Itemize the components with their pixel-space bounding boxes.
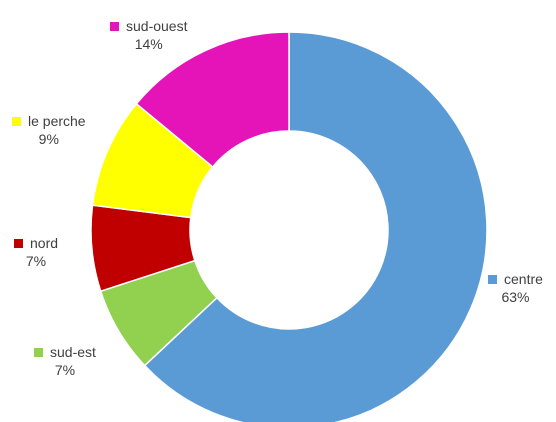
category-label-sud-est: sud-est	[50, 344, 96, 360]
percent-label-centre: 63%	[501, 289, 530, 305]
legend-swatch-centre	[488, 274, 497, 284]
slice-sud-ouest	[135, 31, 290, 168]
slice-label-sud-est: sud-est 7%	[34, 343, 96, 379]
slice-label-le-perche: le perche 9%	[12, 112, 86, 148]
legend-swatch-le-perche	[12, 116, 21, 126]
slice-centre	[143, 31, 488, 422]
legend-swatch-nord	[14, 238, 23, 248]
slice-label-sud-ouest: sud-ouest 14%	[110, 17, 187, 53]
slice-label-centre: centre 63%	[488, 270, 543, 306]
category-label-le-perche: le perche	[28, 113, 86, 129]
legend-swatch-sud-est	[34, 347, 43, 357]
category-label-sud-ouest: sud-ouest	[126, 18, 188, 34]
percent-label-le-perche: 9%	[38, 131, 59, 147]
category-label-nord: nord	[30, 235, 59, 251]
percent-label-nord: 7%	[25, 253, 47, 269]
percent-label-sud-ouest: 14%	[134, 36, 163, 52]
slice-label-nord: nord 7%	[14, 234, 58, 270]
percent-label-sud-est: 7%	[54, 362, 76, 378]
category-label-centre: centre	[504, 271, 543, 287]
legend-swatch-sud-ouest	[110, 21, 119, 31]
